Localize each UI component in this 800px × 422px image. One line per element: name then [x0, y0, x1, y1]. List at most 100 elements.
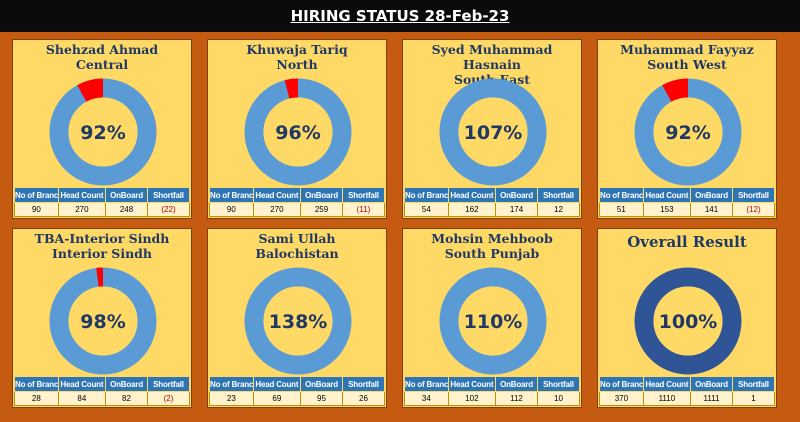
- stats-header-cell: No of Branch: [14, 187, 59, 203]
- donut-chart: 110%: [439, 267, 547, 375]
- stats-value-cell: 12: [537, 202, 580, 217]
- card-title: Khuwaja Tariq North: [208, 42, 386, 72]
- stats-value-cell: 174: [495, 202, 538, 217]
- stats-header-cell: Head Count: [252, 187, 302, 203]
- card-title: Mohsin Mehboob South Punjab: [403, 231, 581, 261]
- stats-value-cell: 270: [57, 202, 107, 217]
- donut-shortfall-slice: [77, 78, 104, 102]
- donut-onboard-slice: [439, 267, 547, 375]
- stats-value-row: 23 69 95 26: [209, 391, 385, 406]
- stats-header-cell: Head Count: [447, 376, 497, 392]
- stats-value-row: 51 153 141 (12): [599, 202, 775, 217]
- stats-value-cell: 26: [342, 391, 385, 406]
- stats-value-cell: 1: [732, 391, 775, 406]
- stats-header-cell: Shortfall: [342, 187, 385, 203]
- stats-value-cell: 10: [537, 391, 580, 406]
- donut-hole: [263, 286, 333, 356]
- stats-table: No of Branch Head Count OnBoard Shortfall 54…: [404, 187, 580, 217]
- donut-shortfall-slice: [662, 78, 689, 102]
- donut-hole: [653, 286, 723, 356]
- stats-value-cell: 95: [300, 391, 343, 406]
- stats-header-row: No of Branch Head Count OnBoard Shortfall: [209, 187, 385, 203]
- stats-header-row: No of Branch Head Count OnBoard Shortfall: [404, 187, 580, 203]
- stats-value-cell: 1110: [642, 391, 692, 406]
- card-title-line2: Central: [75, 57, 129, 72]
- stats-header-cell: Head Count: [57, 376, 107, 392]
- card-title: Muhammad Fayyaz South West: [598, 42, 776, 72]
- stats-table: No of Branch Head Count OnBoard Shortfall 90…: [14, 187, 190, 217]
- donut-hole: [68, 97, 138, 167]
- stats-header-cell: Shortfall: [147, 376, 190, 392]
- stats-table: No of Branch Head Count OnBoard Shortfall 51…: [599, 187, 775, 217]
- card-title-line2: North: [276, 57, 318, 72]
- card-title-line2: South West: [647, 57, 727, 72]
- stats-value-cell: 141: [690, 202, 733, 217]
- stats-value-cell: (11): [342, 202, 385, 217]
- stats-header-cell: OnBoard: [105, 187, 148, 203]
- stats-value-cell: 28: [14, 391, 59, 406]
- card-title: TBA-Interior Sindh Interior Sindh: [13, 231, 191, 261]
- percent-label: 138%: [269, 311, 328, 333]
- stats-value-cell: 90: [14, 202, 59, 217]
- stats-value-cell: 51: [599, 202, 644, 217]
- percent-label: 110%: [464, 311, 523, 333]
- stats-value-row: 54 162 174 12: [404, 202, 580, 217]
- donut-hole: [653, 97, 723, 167]
- stats-header-cell: No of Branch: [599, 376, 644, 392]
- region-card: Sami Ullah Balochistan 138% No of Branch Hea…: [207, 228, 387, 408]
- stats-header-cell: No of Branch: [599, 187, 644, 203]
- card-title-line1: Khuwaja Tariq: [246, 42, 348, 57]
- card-title-line2: Interior Sindh: [52, 246, 152, 261]
- donut-chart: 92%: [49, 78, 157, 186]
- stats-value-cell: 259: [300, 202, 343, 217]
- card-title-line1: TBA-Interior Sindh: [34, 231, 170, 246]
- page-title: HIRING STATUS 28-Feb-23: [0, 0, 800, 32]
- stats-value-cell: 112: [495, 391, 538, 406]
- donut-onboard-slice: [634, 267, 742, 375]
- card-title: Sami Ullah Balochistan: [208, 231, 386, 261]
- donut-chart: 107%: [439, 78, 547, 186]
- donut-hole: [263, 97, 333, 167]
- stats-value-row: 28 84 82 (2): [14, 391, 190, 406]
- donut-shortfall-slice: [284, 78, 299, 99]
- stats-table: No of Branch Head Count OnBoard Shortfall 34…: [404, 376, 580, 406]
- stats-value-cell: 82: [105, 391, 148, 406]
- card-title-line2: South Punjab: [444, 246, 540, 261]
- region-card: Muhammad Fayyaz South West 92% No of Branch…: [597, 39, 777, 219]
- stats-table: No of Branch Head Count OnBoard Shortfall 90…: [209, 187, 385, 217]
- stats-value-cell: 153: [642, 202, 692, 217]
- donut-hole: [458, 286, 528, 356]
- stats-value-cell: 1111: [690, 391, 733, 406]
- stats-header-row: No of Branch Head Count OnBoard Shortfall: [14, 376, 190, 392]
- stats-header-cell: Shortfall: [342, 376, 385, 392]
- stats-value-cell: (22): [147, 202, 190, 217]
- stats-header-cell: Head Count: [642, 187, 692, 203]
- region-card: Khuwaja Tariq North 96% No of Branch Head Co…: [207, 39, 387, 219]
- stats-header-row: No of Branch Head Count OnBoard Shortfall: [14, 187, 190, 203]
- stats-value-row: 34 102 112 10: [404, 391, 580, 406]
- stats-value-cell: 54: [404, 202, 449, 217]
- stats-value-row: 370 1110 1111 1: [599, 391, 775, 406]
- stats-table: No of Branch Head Count OnBoard Shortfall 28…: [14, 376, 190, 406]
- stats-header-cell: OnBoard: [690, 376, 733, 392]
- stats-table: No of Branch Head Count OnBoard Shortfall 37…: [599, 376, 775, 406]
- card-title: Overall Result: [598, 235, 776, 250]
- stats-value-cell: 23: [209, 391, 254, 406]
- donut-onboard-slice: [244, 267, 352, 375]
- stats-header-row: No of Branch Head Count OnBoard Shortfall: [209, 376, 385, 392]
- region-card: Mohsin Mehboob South Punjab 110% No of Bran…: [402, 228, 582, 408]
- stats-header-cell: No of Branch: [404, 187, 449, 203]
- donut-chart: 100%: [634, 267, 742, 375]
- percent-label: 92%: [80, 122, 125, 144]
- donut-chart: 138%: [244, 267, 352, 375]
- stats-value-cell: 34: [404, 391, 449, 406]
- stats-header-cell: Shortfall: [537, 187, 580, 203]
- card-title-line2: Balochistan: [255, 246, 339, 261]
- stats-header-cell: Shortfall: [147, 187, 190, 203]
- stats-value-cell: 84: [57, 391, 107, 406]
- stats-header-cell: No of Branch: [209, 187, 254, 203]
- card-title-line1: Mohsin Mehboob: [431, 231, 553, 246]
- donut-chart: 98%: [49, 267, 157, 375]
- stats-value-row: 90 270 259 (11): [209, 202, 385, 217]
- stats-value-cell: 102: [447, 391, 497, 406]
